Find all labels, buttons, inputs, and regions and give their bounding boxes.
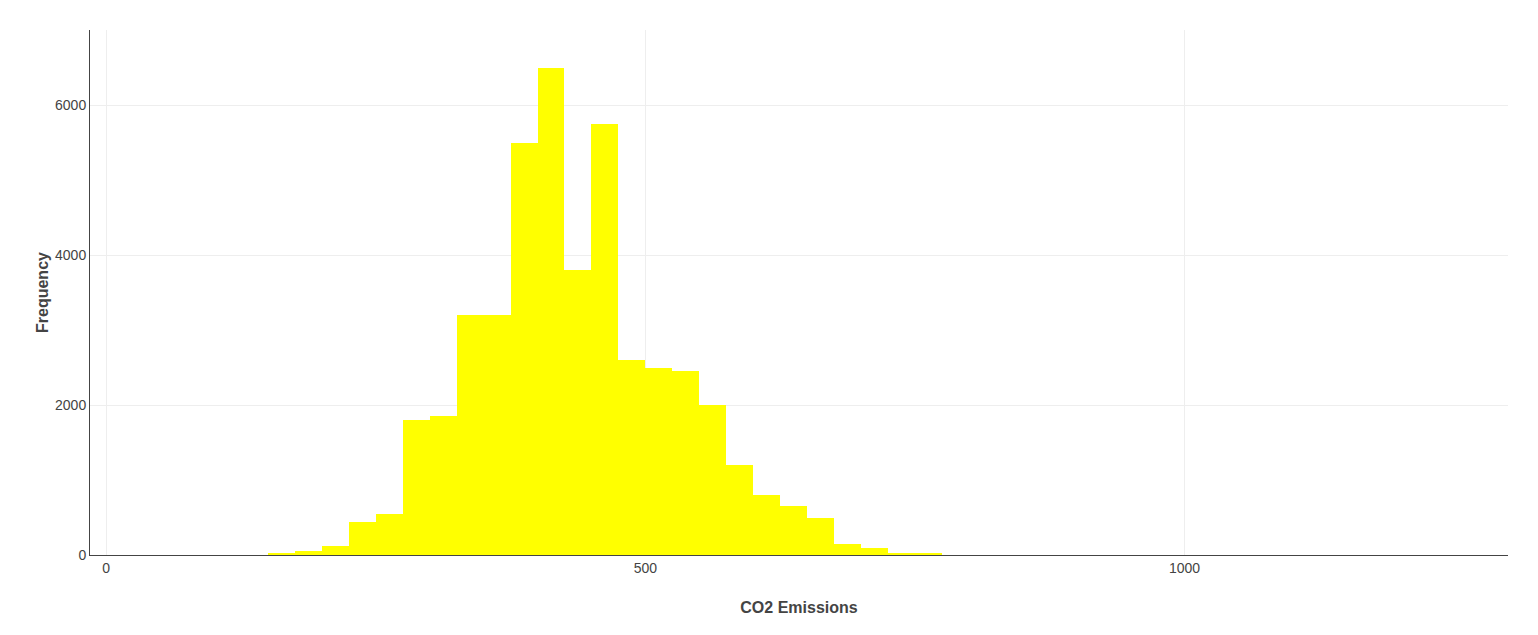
svg-text:0: 0: [78, 547, 86, 563]
svg-text:0: 0: [102, 560, 110, 576]
svg-text:6000: 6000: [55, 97, 86, 113]
svg-text:Frequency: Frequency: [34, 252, 51, 333]
svg-text:500: 500: [634, 560, 658, 576]
svg-text:CO2 Emissions: CO2 Emissions: [740, 599, 857, 616]
svg-text:1000: 1000: [1169, 560, 1200, 576]
svg-text:4000: 4000: [55, 247, 86, 263]
svg-text:2000: 2000: [55, 397, 86, 413]
